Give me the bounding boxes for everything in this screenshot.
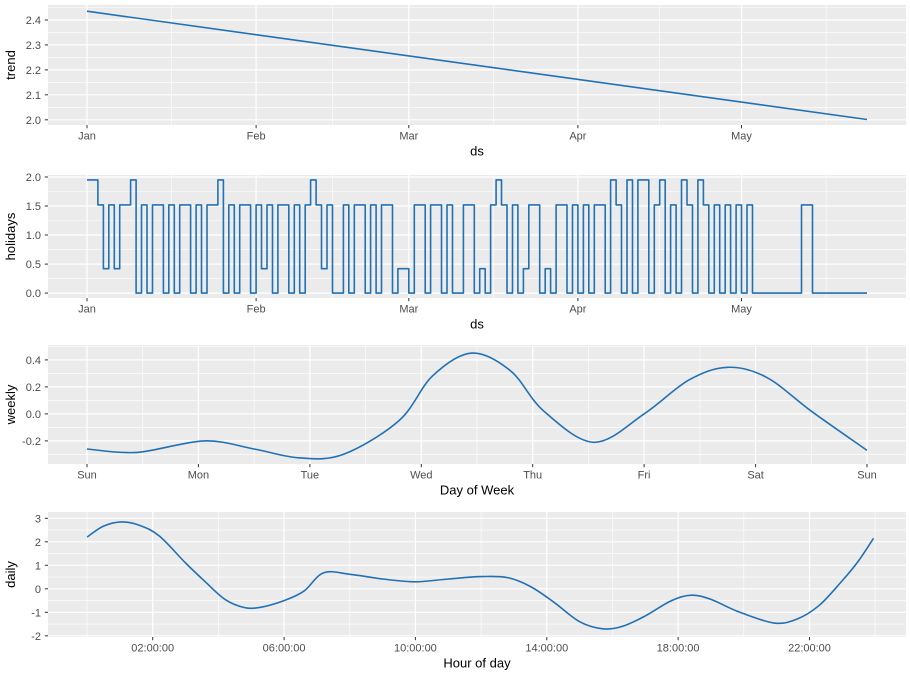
x-axis-title-trend: ds <box>470 144 484 159</box>
y-axis-title-daily: daily <box>3 561 18 588</box>
x-tick-label: 10:00:00 <box>394 643 437 655</box>
panel-daily: 02:00:00 06:00:00 10:00:00 14:00:00 18:00:00… <box>3 512 906 671</box>
y-tick-label: 2.3 <box>26 40 41 52</box>
x-tick-label: Wed <box>410 470 432 482</box>
x-tick-label: 06:00:00 <box>263 643 306 655</box>
x-tick-label: Feb <box>247 304 266 316</box>
y-tick-label: 2.4 <box>26 15 41 27</box>
y-tick-label: 2.2 <box>26 65 41 77</box>
x-tick-label: Feb <box>247 131 266 143</box>
x-tick-label: 18:00:00 <box>657 643 700 655</box>
y-tick-label: 1.5 <box>26 201 41 213</box>
x-tick-label: May <box>731 131 752 143</box>
plot-area-daily <box>48 512 906 637</box>
y-tick-label: 0.2 <box>26 382 41 394</box>
x-tick-label: Sat <box>747 470 764 482</box>
y-tick-label: 0.5 <box>26 259 41 271</box>
y-tick-label: 3 <box>35 513 41 525</box>
x-tick-label: Sun <box>77 470 97 482</box>
x-tick-label: May <box>731 304 752 316</box>
x-tick-label: Mar <box>399 304 418 316</box>
x-tick-label: 02:00:00 <box>131 643 174 655</box>
y-tick-label: 0.0 <box>26 288 41 300</box>
plot-area-holidays <box>48 175 906 298</box>
x-tick-label: Tue <box>301 470 320 482</box>
daily-series-line <box>86 521 875 630</box>
y-tick-label: -2 <box>31 631 41 643</box>
y-tick-label: 2.0 <box>26 172 41 184</box>
y-axis-title-trend: trend <box>3 50 18 80</box>
y-tick-label: 0.0 <box>26 409 41 421</box>
x-tick-label: Mon <box>188 470 209 482</box>
x-axis-title-daily: Hour of day <box>443 656 511 671</box>
y-tick-label: -1 <box>31 607 41 619</box>
y-tick-label: 0 <box>35 584 41 596</box>
panel-holidays: Jan Feb Mar Apr May 0.0 0.5 1.0 1.5 2.0 ds holidays <box>3 172 906 332</box>
y-tick-label: 2.1 <box>26 90 41 102</box>
y-tick-label: 1 <box>35 560 41 572</box>
x-tick-label: Apr <box>569 304 586 316</box>
y-axis-title-holidays: holidays <box>3 212 18 260</box>
holidays-series-line <box>87 179 867 294</box>
x-tick-label: Jan <box>78 131 96 143</box>
y-tick-label: 0.4 <box>26 355 41 367</box>
x-tick-label: Thu <box>523 470 542 482</box>
y-tick-label: 2 <box>35 537 41 549</box>
x-tick-label: 22:00:00 <box>788 643 831 655</box>
x-tick-label: Sun <box>857 470 877 482</box>
panel-weekly: Sun Mon Tue Wed Thu Fri Sat Sun -0.2 0.0 0.2 0.4 Day… <box>3 345 906 498</box>
y-tick-label: -0.2 <box>22 436 41 448</box>
x-axis-title-weekly: Day of Week <box>440 483 515 498</box>
x-tick-label: Fri <box>638 470 651 482</box>
x-tick-label: Mar <box>399 131 418 143</box>
y-axis-title-weekly: weekly <box>3 384 18 425</box>
x-tick-label: 14:00:00 <box>525 643 568 655</box>
x-tick-label: Jan <box>78 304 96 316</box>
panel-trend: Jan Feb Mar Apr May 2.0 2.1 2.2 2.3 2.4 ds trend <box>3 5 906 159</box>
y-tick-label: 1.0 <box>26 230 41 242</box>
x-tick-label: Apr <box>569 131 586 143</box>
weekly-series-line <box>86 352 868 460</box>
trend-series-line <box>86 10 868 121</box>
x-axis-title-holidays: ds <box>470 317 484 332</box>
y-tick-label: 2.0 <box>26 115 41 127</box>
